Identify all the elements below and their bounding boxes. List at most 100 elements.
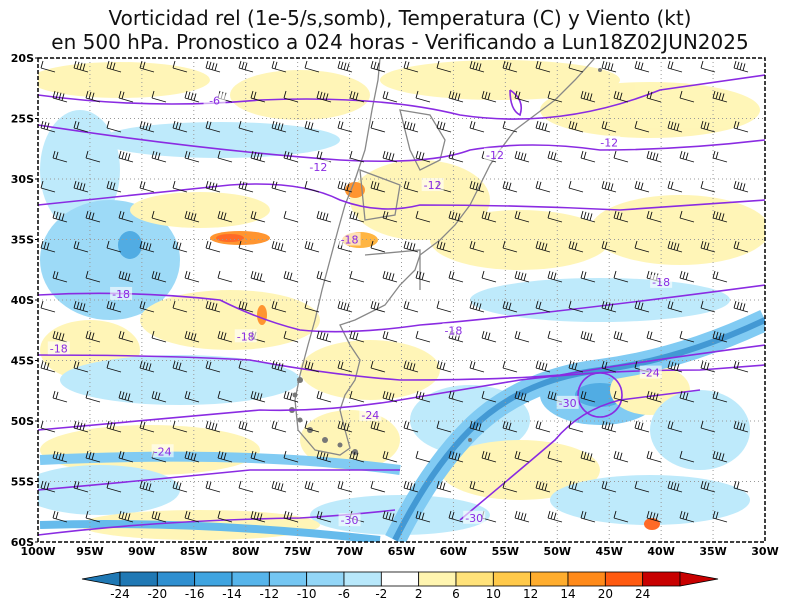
wind-barb (667, 240, 683, 253)
wind-barb (415, 330, 431, 343)
wind-barb (712, 90, 728, 103)
latitude-label: 60S (11, 536, 34, 549)
wind-barb (250, 510, 266, 523)
wind-barb (733, 180, 749, 193)
latitude-label: 45S (11, 355, 34, 368)
wind-barb (184, 270, 200, 283)
wind-barb (613, 210, 629, 223)
wind-barb (415, 150, 431, 163)
longitude-label: 70W (336, 545, 363, 558)
wind-barb (184, 90, 200, 103)
wind-barb (436, 60, 452, 73)
wind-barb (613, 330, 629, 343)
isotherm-label-bg (234, 329, 257, 343)
longitude-label: 30W (751, 545, 778, 558)
wind-barb (469, 300, 485, 313)
wind-barb (151, 510, 167, 523)
wind-barb (667, 360, 683, 373)
wind-barb (370, 120, 386, 133)
latitude-label: 35S (11, 234, 34, 247)
wind-barb (634, 300, 650, 313)
wind-barb (304, 180, 320, 193)
isotherm-label: -30 (559, 397, 577, 410)
latitude-label: 55S (11, 476, 34, 489)
wind-barb (481, 270, 497, 283)
wind-barb (568, 360, 584, 373)
wind-barb (238, 420, 254, 433)
wind-barb (106, 420, 122, 433)
wind-barb (568, 60, 584, 73)
wind-barb (40, 360, 56, 373)
colorbar: -24 -20 -16 -14 -12 -10 -6 -2 2 6 10 12 14 20 24 (81, 571, 719, 600)
longitude-label: 95W (76, 545, 103, 558)
colorbar-label: 2 (415, 587, 423, 600)
wind-barb (547, 450, 563, 463)
wind-barb (118, 390, 134, 403)
wind-barb (700, 480, 716, 493)
isotherm-labels: -6 -12 -12 -12 -12 -18 -18 -18 -18 -18 -18 -24 -24 -2… (47, 93, 673, 527)
wind-barb (106, 360, 122, 373)
wind-barb (667, 480, 683, 493)
wind-barb (535, 60, 551, 73)
wind-barb (514, 330, 530, 343)
wind-barb (613, 150, 629, 163)
colorbar-left-arrow (81, 571, 121, 587)
wind-barb (601, 480, 617, 493)
wind-barb (679, 90, 695, 103)
wind-barb (613, 510, 629, 523)
wind-barb (85, 90, 101, 103)
wind-barb (52, 270, 68, 283)
latitude-label: 25S (11, 113, 34, 126)
longitude-label: 50W (544, 545, 571, 558)
colorbar-segment (268, 571, 308, 587)
wind-barb (679, 330, 695, 343)
wind-barb (106, 240, 122, 253)
isotherm-label-bg (556, 395, 579, 409)
wind-barb (613, 390, 629, 403)
wind-barb (679, 450, 695, 463)
wind-barb (73, 360, 89, 373)
wind-barb (217, 450, 233, 463)
wind-barb (250, 270, 266, 283)
wind-barb (304, 300, 320, 313)
wind-barb (139, 420, 155, 433)
wind-barb (283, 450, 299, 463)
wind-barb (316, 330, 332, 343)
wind-barb (547, 150, 563, 163)
wind-barb (700, 180, 716, 193)
wind-barb (106, 300, 122, 313)
isotherm-label-bg (151, 444, 174, 458)
wind-barb (337, 300, 353, 313)
wind-barb (118, 450, 134, 463)
isotherm-label: -30 (341, 514, 359, 527)
wind-barb (733, 480, 749, 493)
wind-barb (238, 180, 254, 193)
wind-barb (580, 90, 596, 103)
isotherm-label: -18 (112, 288, 130, 301)
wind-barb (205, 60, 221, 73)
wind-barb (646, 150, 662, 163)
map-title-line1: Vorticidad rel (1e-5/s,somb), Temperatur… (108, 6, 692, 30)
wind-barb (370, 300, 386, 313)
isotherm-label-bg (442, 323, 465, 337)
wind-barb (382, 450, 398, 463)
colorbar-label: 10 (486, 587, 501, 600)
wind-barb (613, 90, 629, 103)
wind-barb (733, 300, 749, 313)
wind-barb (403, 360, 419, 373)
wind-barb (634, 240, 650, 253)
wind-barb (139, 300, 155, 313)
isotherm-label: -12 (309, 161, 327, 174)
wind-barb (73, 60, 89, 73)
wind-barb (151, 330, 167, 343)
wind-barb (700, 360, 716, 373)
wind-barb (502, 240, 518, 253)
isotherm-label-bg (463, 510, 486, 524)
longitude-labels: 100W 95W 90W 85W 80W 75W 70W 65W 60W 55W 50W 45W 40W… (20, 545, 778, 558)
wind-barb (73, 180, 89, 193)
wind-barb (403, 480, 419, 493)
wind-barb (535, 480, 551, 493)
wind-barb (52, 210, 68, 223)
wind-barb (382, 270, 398, 283)
wind-barb (436, 120, 452, 133)
